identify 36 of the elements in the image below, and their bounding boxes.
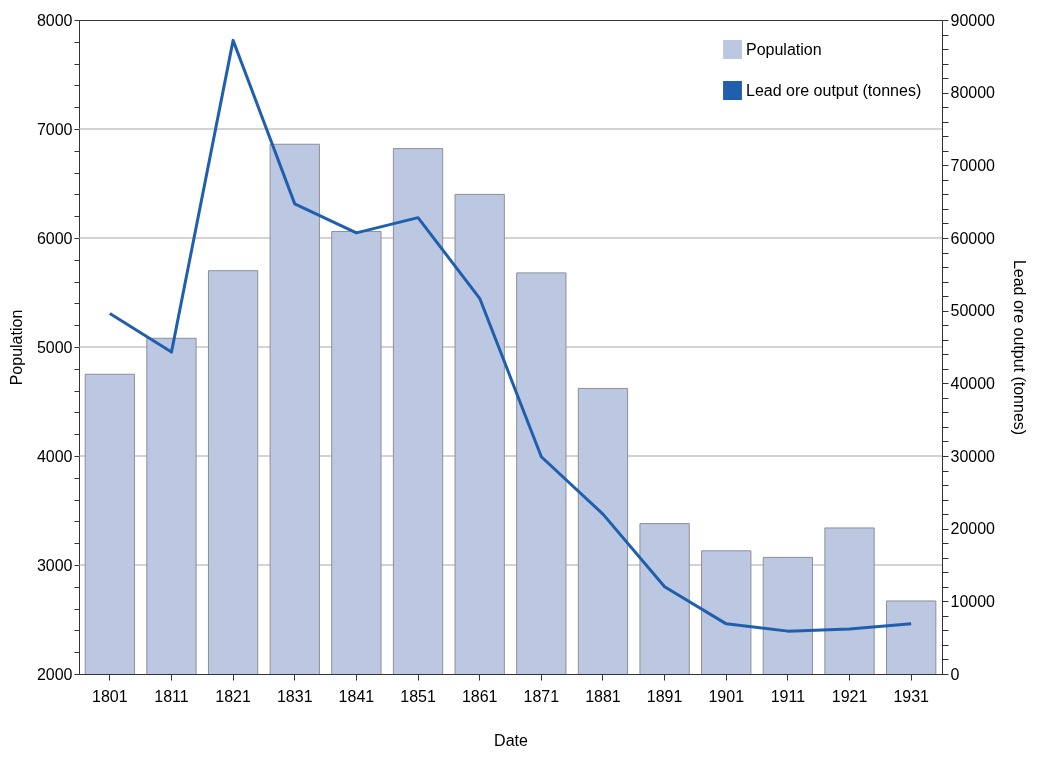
x-tick-label: 1851 (400, 687, 436, 705)
y2-tick-label: 40000 (950, 374, 996, 392)
x-tick-label: 1881 (585, 687, 621, 705)
x-tick-label: 1901 (708, 687, 745, 705)
y-tick-label: 2000 (36, 665, 73, 683)
x-tick-label: 1871 (523, 687, 560, 705)
x-tick-label: 1861 (461, 687, 498, 705)
x-axis-title: Date (494, 731, 528, 749)
y2-tick-label: 10000 (950, 592, 996, 610)
y2-tick-label: 90000 (950, 11, 996, 29)
y2-tick-label: 0 (950, 665, 960, 683)
y-tick-label: 3000 (36, 556, 73, 574)
x-tick-label: 1911 (770, 687, 806, 705)
y2-tick-label: 20000 (950, 520, 996, 538)
y-tick-label: 7000 (36, 120, 73, 138)
x-tick-label: 1811 (154, 687, 189, 705)
x-tick-label: 1831 (276, 687, 313, 705)
y2-tick-label: 70000 (950, 156, 996, 174)
x-tick-label: 1921 (831, 687, 868, 705)
y-axis-title: Population (7, 309, 25, 386)
x-tick-label: 1841 (338, 687, 375, 705)
y-tick-label: 4000 (36, 447, 73, 465)
y2-axis-title: Lead ore output (tonnes) (1010, 259, 1028, 436)
x-tick-label: 1891 (646, 687, 683, 705)
y2-tick-label: 80000 (950, 84, 996, 102)
y-tick-label: 8000 (36, 11, 73, 29)
x-tick-label: 1821 (215, 687, 252, 705)
y2-tick-label: 60000 (950, 229, 996, 247)
x-tick-label: 1801 (92, 687, 128, 705)
y2-tick-label: 50000 (950, 302, 996, 320)
legend-label: Lead ore output (tonnes) (746, 81, 922, 99)
y2-tick-label: 30000 (950, 447, 996, 465)
y-tick-label: 5000 (36, 338, 73, 356)
x-tick-label: 1931 (893, 687, 930, 705)
legend-label: Population (746, 40, 822, 58)
y-tick-label: 6000 (36, 229, 73, 247)
